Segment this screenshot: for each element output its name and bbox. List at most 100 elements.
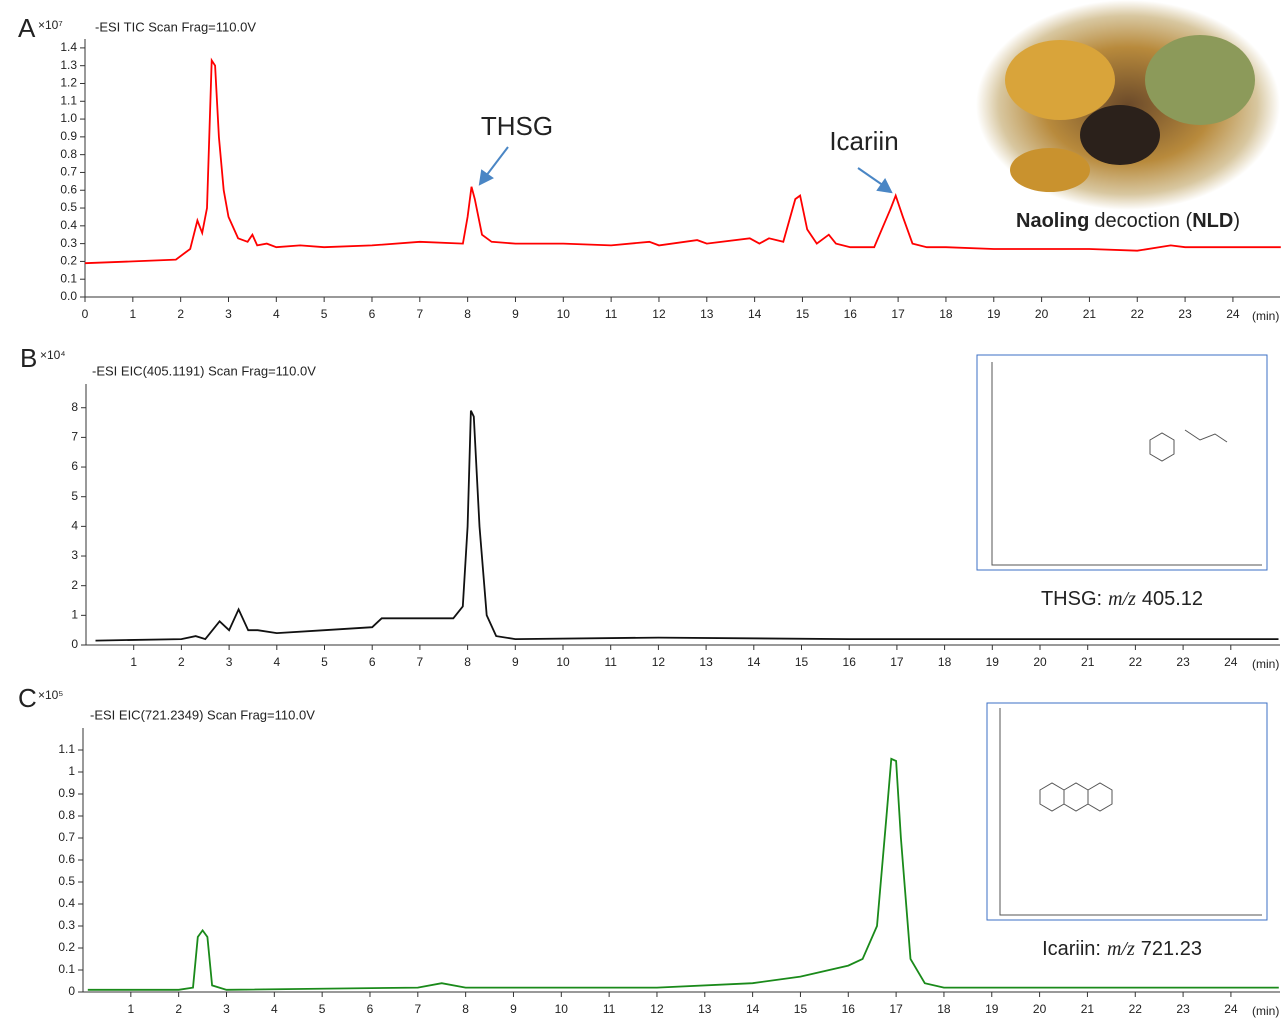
x-tick-label: 6 [369,307,376,321]
y-tick-label: 1 [71,608,78,622]
y-tick-label: 3 [71,548,78,562]
caption-part: decoction ( [1094,210,1192,232]
y-tick-label: 0.3 [60,236,77,250]
x-tick-label: 1 [130,655,137,669]
y-multiplier: ×10⁷ [38,18,63,32]
y-tick-label: 0.8 [60,147,77,161]
x-tick-label: 16 [842,1002,856,1016]
inset-caption: THSG:m/z405.12 [1041,588,1203,611]
x-tick-label: 17 [889,1002,903,1016]
y-tick-label: 1.3 [60,58,77,72]
x-tick-label: 23 [1176,1002,1190,1016]
y-multiplier: ×10⁴ [40,348,66,362]
x-tick-label: 20 [1035,307,1049,321]
x-tick-label: 18 [938,655,952,669]
x-tick-label: 24 [1224,655,1238,669]
y-tick-label: 0 [71,637,78,651]
x-tick-label: 21 [1081,1002,1095,1016]
x-tick-label: 22 [1131,307,1145,321]
x-tick-label: 9 [512,307,519,321]
x-tick-label: 9 [510,1002,517,1016]
x-tick-label: 20 [1033,655,1047,669]
y-tick-label: 1.1 [60,93,77,107]
x-tick-label: 12 [652,655,666,669]
y-tick-label: 0.8 [58,808,75,822]
x-tick-label: 15 [796,307,810,321]
x-tick-label: 5 [321,655,328,669]
x-tick-label: 1 [127,1002,134,1016]
x-tick-label: 4 [271,1002,278,1016]
x-tick-label: 7 [416,307,423,321]
x-tick-label: 23 [1178,307,1192,321]
x-tick-label: 7 [417,655,424,669]
y-tick-label: 0.7 [60,165,77,179]
x-tick-label: 17 [891,307,905,321]
x-tick-label: 8 [464,655,471,669]
figure: A×10⁷-ESI TIC Scan Frag=110.0V0.00.10.20… [0,0,1287,1021]
x-tick-label: 0 [82,307,89,321]
x-tick-label: 21 [1081,655,1095,669]
y-tick-label: 0.5 [60,200,77,214]
y-tick-label: 0.3 [58,918,75,932]
panel-label: B [20,343,37,373]
x-tick-label: 19 [986,655,1000,669]
x-tick-label: 12 [652,307,666,321]
x-tick-label: 7 [414,1002,421,1016]
x-tick-label: 14 [748,307,762,321]
y-tick-label: 0.2 [58,940,75,954]
x-tick-label: 19 [985,1002,999,1016]
x-tick-label: 10 [557,307,571,321]
caption-compound: THSG: [1041,588,1102,610]
x-tick-label: 6 [367,1002,374,1016]
y-tick-label: 0.1 [58,962,75,976]
x-unit: (min) [1252,657,1279,671]
x-tick-label: 11 [605,307,618,321]
y-tick-label: 0.9 [58,786,75,800]
annotation: THSG [481,111,553,141]
y-tick-label: 0 [68,984,75,998]
caption-compound: Icariin: [1042,938,1101,960]
x-unit: (min) [1252,309,1279,323]
x-tick-label: 22 [1129,1002,1143,1016]
decoction-photo [976,0,1280,210]
x-tick-label: 16 [844,307,858,321]
y-tick-label: 1.1 [58,742,75,756]
y-tick-label: 1 [68,764,75,778]
x-tick-label: 5 [319,1002,326,1016]
x-unit: (min) [1252,1004,1279,1018]
y-tick-label: 0.4 [58,896,75,910]
y-tick-label: 0.9 [60,129,77,143]
x-tick-label: 10 [556,655,570,669]
x-tick-label: 6 [369,655,376,669]
x-tick-label: 13 [699,655,713,669]
y-tick-label: 0.0 [60,289,77,303]
panel-label: C [18,683,37,713]
caption-part: ) [1233,210,1240,232]
x-tick-label: 1 [129,307,136,321]
caption-part: Naoling [1016,210,1089,232]
x-tick-label: 16 [843,655,857,669]
chart-title: -ESI TIC Scan Frag=110.0V [95,19,256,34]
x-tick-label: 22 [1129,655,1143,669]
y-tick-label: 0.1 [60,271,77,285]
x-tick-label: 3 [225,307,232,321]
caption-mz-label: m/z [1108,588,1136,610]
x-tick-label: 17 [890,655,904,669]
x-tick-label: 13 [698,1002,712,1016]
x-tick-label: 11 [604,655,617,669]
x-tick-label: 24 [1224,1002,1238,1016]
x-tick-label: 3 [223,1002,230,1016]
y-tick-label: 1.0 [60,111,77,125]
y-tick-label: 1.2 [60,76,77,90]
y-tick-label: 8 [71,400,78,414]
y-tick-label: 0.4 [60,218,77,232]
y-tick-label: 0.5 [58,874,75,888]
x-tick-label: 10 [555,1002,569,1016]
x-tick-label: 18 [937,1002,951,1016]
x-tick-label: 2 [178,655,185,669]
y-tick-label: 0.6 [58,852,75,866]
x-tick-label: 9 [512,655,519,669]
x-tick-label: 15 [795,655,809,669]
